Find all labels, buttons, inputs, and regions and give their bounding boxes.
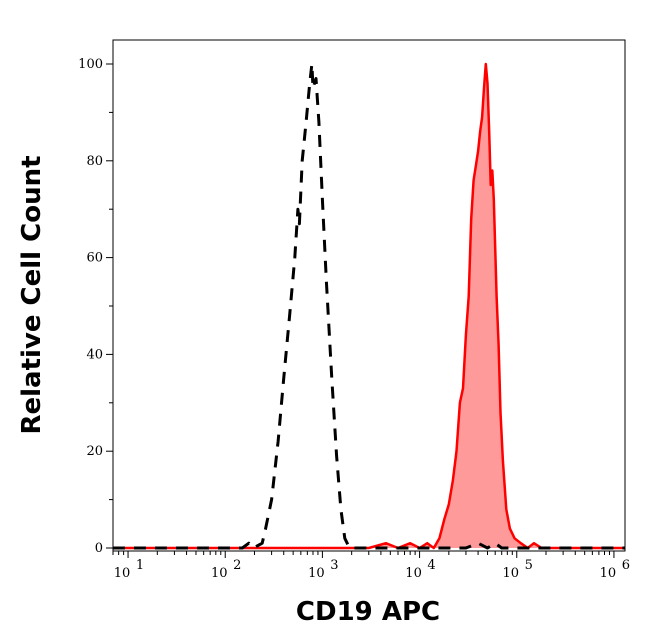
x-tick-label: 10 (211, 566, 228, 581)
x-tick-label: 10 (308, 566, 325, 581)
x-tick-label: 10 (114, 566, 131, 581)
y-tick-label: 40 (86, 347, 103, 362)
y-tick-label: 60 (86, 251, 103, 266)
y-tick-label: 0 (95, 541, 103, 556)
axes: 0 20 40 60 80 100 10 1 10 2 10 3 10 4 10 5 10 6 (78, 39, 630, 581)
x-tick-exponent: 3 (330, 558, 338, 573)
plot-area (113, 62, 625, 550)
x-axis-title: CD19 APC (296, 597, 440, 627)
y-tick-label: 20 (86, 444, 103, 459)
x-tick-exponent: 4 (427, 558, 435, 573)
x-tick-exponent: 1 (136, 558, 144, 573)
x-tick-exponent: 5 (525, 558, 533, 573)
series-1-line (113, 62, 625, 550)
x-tick-label: 10 (600, 566, 617, 581)
y-tick-label: 80 (86, 154, 103, 169)
y-axis-title: Relative Cell Count (17, 155, 47, 434)
x-tick-label: 10 (502, 566, 519, 581)
x-tick-exponent: 2 (233, 558, 241, 573)
series-1-fill (113, 64, 625, 548)
plot-frame (112, 39, 626, 552)
y-tick-label: 100 (78, 57, 103, 72)
x-tick-exponent: 6 (622, 558, 630, 573)
x-tick-label: 10 (405, 566, 422, 581)
series-0-line (113, 62, 625, 550)
